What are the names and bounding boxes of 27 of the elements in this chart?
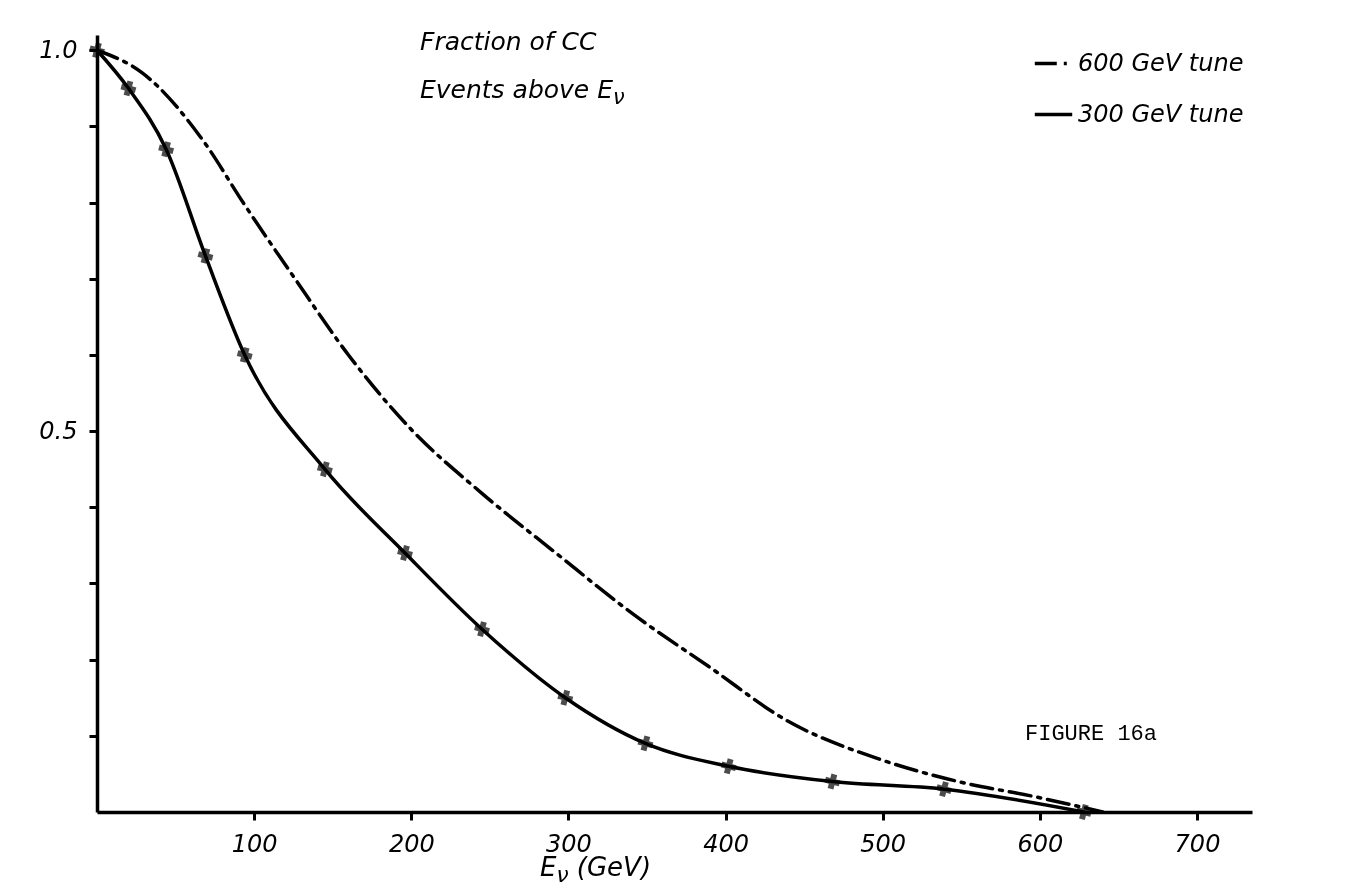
point	[397, 545, 413, 561]
text: Fraction of CC Events above E$_{ν}$	[420, 26, 626, 111]
legend-label: 600 GeV tune	[1078, 48, 1244, 77]
point	[197, 247, 214, 264]
point	[120, 80, 137, 97]
point	[316, 461, 333, 478]
point	[89, 42, 105, 59]
point	[824, 773, 841, 790]
legend-label: 300 GeV tune	[1078, 99, 1244, 128]
x-tick-label: 600	[1017, 829, 1064, 858]
x-tick-label: 200	[388, 829, 435, 858]
x-tick-label: 100	[231, 829, 278, 858]
y-tick-label: 1.0	[39, 35, 78, 64]
x-tick-label: 700	[1174, 829, 1221, 858]
point	[557, 689, 574, 706]
point	[637, 735, 654, 752]
x-tick-label: 500	[860, 829, 907, 858]
point	[236, 347, 253, 363]
point	[474, 621, 490, 638]
x-tick-label: 400	[703, 829, 749, 858]
point	[720, 758, 737, 775]
point	[158, 141, 175, 158]
x-axis-title: E$_{ν}$ (GeV)	[540, 852, 652, 888]
y-tick-label: 0.5	[39, 416, 78, 445]
point	[936, 781, 952, 798]
annotation: FIGURE 16a	[1025, 722, 1158, 747]
point	[1075, 804, 1092, 820]
